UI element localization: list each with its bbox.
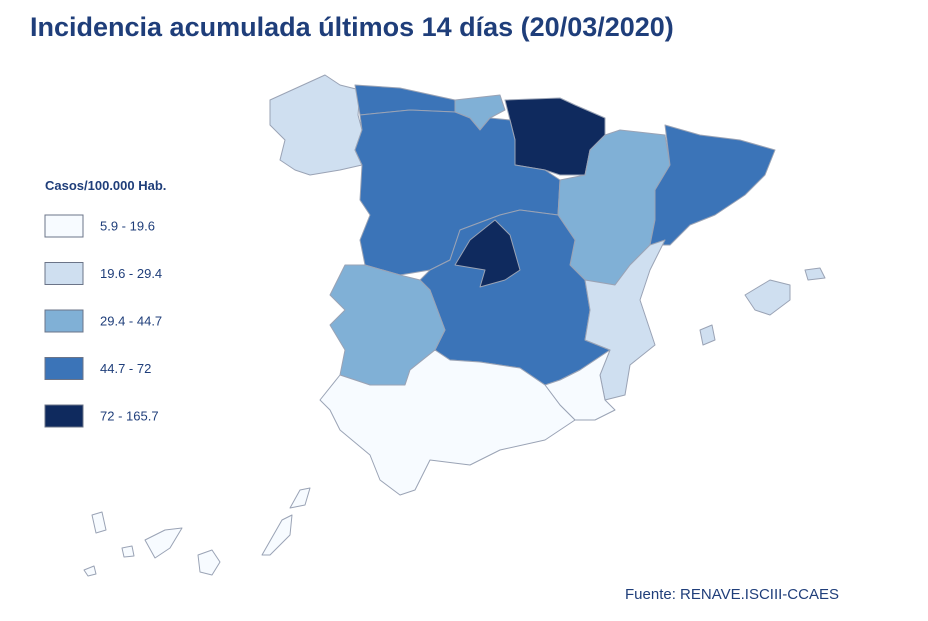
region bbox=[121, 545, 135, 558]
region bbox=[144, 527, 183, 559]
legend-swatch bbox=[44, 309, 84, 333]
region bbox=[699, 324, 716, 346]
source: Fuente: RENAVE.ISCIII-CCAES bbox=[625, 586, 839, 603]
region bbox=[744, 279, 791, 316]
title: Incidencia acumulada últimos 14 días (20… bbox=[30, 12, 674, 42]
legend-label: 44.7 - 72 bbox=[100, 361, 151, 376]
legend-label: 19.6 - 29.4 bbox=[100, 266, 162, 281]
region bbox=[649, 124, 776, 246]
legend-label: 72 - 165.7 bbox=[100, 408, 159, 423]
region bbox=[197, 549, 221, 576]
legend-swatch bbox=[44, 357, 84, 380]
region bbox=[319, 349, 576, 496]
region bbox=[261, 514, 293, 556]
legend-label: 5.9 - 19.6 bbox=[100, 218, 155, 233]
legend-label: 29.4 - 44.7 bbox=[100, 313, 162, 328]
region bbox=[289, 487, 311, 509]
legend-title: Casos/100.000 Hab. bbox=[45, 178, 166, 193]
region bbox=[454, 219, 521, 288]
region bbox=[584, 239, 666, 401]
region bbox=[269, 74, 363, 176]
region bbox=[83, 565, 97, 577]
map bbox=[83, 74, 826, 577]
legend-swatch bbox=[44, 404, 84, 428]
region bbox=[91, 511, 107, 534]
legend-swatch bbox=[44, 214, 84, 238]
legend: 5.9 - 19.6 19.6 - 29.4 29.4 - 44.7 44.7 - 7… bbox=[44, 214, 162, 428]
region bbox=[804, 267, 826, 281]
legend-swatch bbox=[44, 262, 84, 285]
